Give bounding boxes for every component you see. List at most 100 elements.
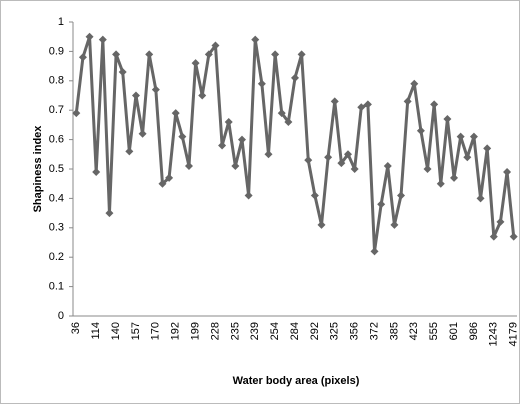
data-point [350, 165, 359, 173]
data-point [489, 232, 498, 241]
data-point [337, 159, 346, 168]
data-point [257, 79, 266, 88]
data-point [105, 209, 114, 218]
data-point [184, 162, 193, 171]
data-point [377, 200, 386, 209]
data-point [430, 100, 439, 109]
data-point [92, 167, 101, 176]
x-tick-label: 601 [448, 322, 460, 340]
data-point [509, 232, 518, 241]
data-point [416, 126, 425, 135]
data-point [456, 132, 465, 141]
data-point [324, 153, 333, 162]
y-tick-label: 0.1 [49, 281, 64, 293]
data-point [131, 91, 140, 100]
data-point [204, 50, 213, 59]
data-point [436, 179, 445, 188]
x-tick-label: 555 [428, 322, 440, 340]
data-point [277, 109, 286, 118]
data-point [503, 167, 512, 176]
data-point [357, 103, 366, 112]
data-point [158, 179, 167, 188]
data-point [78, 53, 87, 62]
data-point [297, 50, 306, 59]
data-point [271, 50, 280, 59]
data-point [483, 144, 492, 153]
data-point [191, 59, 200, 68]
data-point [410, 79, 419, 88]
y-tick-label: 0.6 [49, 134, 64, 146]
data-point [165, 173, 174, 182]
x-tick-label: 228 [209, 322, 221, 340]
x-tick-label: 385 [388, 322, 400, 340]
data-point [317, 220, 326, 229]
data-point [397, 191, 406, 200]
x-tick-label: 284 [289, 322, 301, 340]
x-tick-label: 192 [170, 322, 182, 340]
data-point [291, 73, 299, 82]
y-tick-label: 0.9 [49, 45, 64, 57]
data-point [330, 97, 339, 106]
data-point [85, 32, 94, 41]
data-point [72, 109, 81, 118]
data-point [237, 135, 246, 144]
x-tick-label: 423 [408, 322, 420, 340]
data-point [383, 162, 392, 171]
x-tick-label: 235 [229, 322, 241, 340]
data-point [151, 85, 160, 94]
data-point [244, 191, 253, 200]
data-point [463, 153, 472, 162]
x-tick-label: 254 [269, 322, 281, 340]
data-point [198, 91, 207, 100]
data-point [218, 141, 227, 150]
data-point [450, 173, 459, 182]
data-point [178, 132, 187, 141]
data-point [98, 35, 107, 44]
y-tick-label: 0.4 [49, 192, 64, 204]
x-tick-label: 199 [190, 322, 202, 340]
y-tick-label: 0.2 [49, 251, 64, 263]
data-point [370, 247, 379, 256]
data-point [423, 165, 432, 173]
data-point [476, 194, 485, 203]
x-tick-label: 292 [309, 322, 321, 340]
data-point [118, 67, 127, 76]
y-tick-label: 0.5 [49, 163, 64, 175]
x-tick-label: 4179 [508, 322, 520, 346]
x-tick-label: 140 [110, 322, 122, 340]
x-tick-label: 157 [130, 322, 142, 340]
data-point [138, 129, 147, 138]
data-point [310, 191, 319, 200]
data-point [125, 147, 134, 156]
data-point [363, 100, 372, 109]
y-tick-label: 0.8 [49, 75, 64, 87]
y-tick-label: 0.3 [49, 222, 64, 234]
x-tick-label: 986 [468, 322, 480, 340]
y-tick-label: 0.7 [49, 104, 64, 116]
x-tick-label: 1243 [488, 322, 500, 346]
x-tick-label: 36 [70, 322, 82, 334]
data-point [469, 132, 478, 141]
x-tick-label: 114 [90, 322, 102, 340]
data-point [224, 117, 233, 126]
data-point [231, 162, 240, 171]
data-point [171, 109, 180, 118]
y-tick-label: 1 [58, 16, 64, 28]
x-tick-label: 356 [349, 322, 361, 340]
data-point [344, 150, 353, 159]
x-axis-title: Water body area (pixels) [233, 375, 360, 387]
y-tick-label: 0 [58, 310, 64, 322]
data-point [264, 150, 273, 159]
x-tick-label: 239 [249, 322, 261, 340]
data-point [443, 115, 452, 124]
data-point [390, 220, 399, 229]
x-tick-label: 170 [150, 322, 162, 340]
y-axis-title: Shapiness index [32, 125, 44, 213]
data-point [496, 217, 505, 226]
data-point [251, 35, 260, 44]
data-point [145, 50, 154, 59]
data-point [284, 117, 293, 126]
data-point [211, 41, 220, 50]
